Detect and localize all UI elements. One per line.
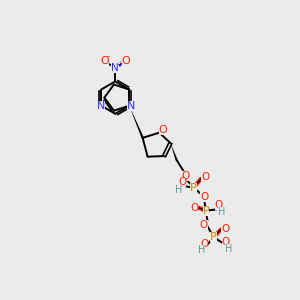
Text: +: +	[116, 60, 122, 69]
Polygon shape	[170, 143, 178, 160]
Text: N: N	[111, 63, 119, 73]
Text: H: H	[225, 244, 233, 254]
Polygon shape	[129, 106, 144, 138]
Text: O: O	[178, 177, 186, 187]
Text: O: O	[200, 239, 208, 249]
Text: O: O	[215, 200, 223, 210]
Text: H: H	[218, 207, 226, 218]
Text: O: O	[122, 56, 130, 66]
Text: P: P	[210, 232, 217, 242]
Text: O: O	[100, 56, 109, 66]
Text: O: O	[159, 125, 167, 135]
Text: -: -	[107, 52, 110, 61]
Text: P: P	[190, 183, 197, 193]
Text: P: P	[202, 206, 209, 216]
Text: O: O	[200, 220, 208, 230]
Text: H: H	[175, 185, 183, 195]
Text: N: N	[127, 101, 135, 111]
Text: N: N	[97, 101, 105, 111]
Text: O: O	[200, 192, 208, 202]
Text: O: O	[222, 237, 230, 248]
Text: O: O	[190, 203, 199, 213]
Text: O: O	[201, 172, 209, 182]
Text: O: O	[181, 171, 189, 181]
Text: O: O	[221, 224, 229, 233]
Text: H: H	[198, 245, 205, 255]
